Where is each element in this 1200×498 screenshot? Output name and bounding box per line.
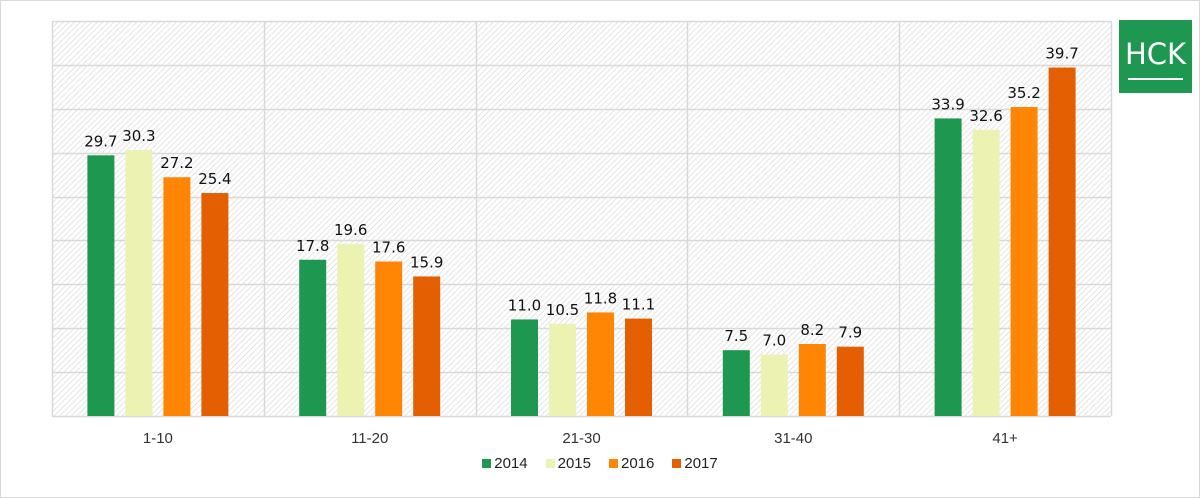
bar-2016-21-30	[587, 312, 614, 416]
x-tick-label: 11-20	[351, 430, 388, 447]
legend-item-2014: 2014	[482, 455, 528, 472]
x-tick-label: 41+	[992, 430, 1018, 447]
data-label: 17.8	[296, 237, 329, 255]
bar-2015-31-40	[760, 354, 788, 416]
data-label: 29.7	[84, 132, 117, 150]
data-label: 10.5	[546, 301, 579, 319]
data-label: 30.3	[122, 127, 155, 145]
x-tick-label: 1-10	[143, 430, 173, 447]
data-labels: 29.7 30.3 27.2 25.4 17.8 19.6 17.6 15.9 11.0 10.5…	[84, 45, 1079, 350]
logo-underline	[1128, 78, 1183, 80]
bar-2014-11-20	[299, 259, 327, 416]
data-label: 19.6	[334, 221, 367, 239]
bars	[87, 67, 1076, 417]
data-label: 11.0	[508, 296, 541, 314]
legend-label: 2015	[557, 455, 591, 472]
legend-swatch	[482, 459, 492, 468]
legend: 2014 2015 2016 2017	[0, 455, 1200, 472]
bar-2015-41+	[972, 129, 1000, 416]
legend-swatch	[672, 459, 682, 468]
data-label: 15.9	[410, 253, 443, 271]
data-label: 11.1	[622, 296, 655, 314]
data-label: 8.2	[800, 321, 824, 339]
legend-label: 2016	[621, 455, 655, 472]
data-label: 7.0	[762, 332, 786, 350]
plot-area	[52, 21, 1111, 416]
bar-2014-41+	[934, 118, 962, 416]
bar-2015-11-20	[337, 243, 365, 416]
bar-2016-1-10	[163, 177, 191, 416]
gridlines	[51, 20, 1113, 418]
data-label: 11.8	[584, 289, 617, 307]
data-label: 17.6	[372, 239, 405, 257]
bar-2017-31-40	[836, 346, 864, 416]
data-label: 27.2	[160, 154, 193, 172]
legend-item-2015: 2015	[545, 455, 591, 472]
data-label: 39.7	[1045, 45, 1078, 63]
legend-label: 2017	[684, 455, 718, 472]
data-label: 7.5	[724, 327, 748, 345]
hck-logo: HCK	[1119, 20, 1192, 93]
bar-2017-1-10	[201, 193, 229, 416]
data-label: 35.2	[1007, 84, 1040, 102]
bar-2016-11-20	[375, 261, 403, 416]
x-tick-label: 31-40	[774, 430, 812, 447]
bar-2017-41+	[1048, 67, 1076, 417]
legend-swatch	[609, 459, 618, 468]
bar-2014-21-30	[511, 319, 538, 416]
bar-2016-41+	[1010, 107, 1038, 417]
data-label: 32.6	[969, 107, 1002, 125]
data-label: 7.9	[838, 324, 862, 342]
bar-2014-1-10	[87, 155, 115, 417]
legend-label: 2014	[494, 455, 528, 472]
bar-2017-11-20	[413, 276, 441, 416]
bar-2014-31-40	[722, 350, 750, 416]
legend-swatch	[545, 459, 555, 468]
bar-2015-21-30	[549, 323, 576, 416]
logo-text: HCK	[1124, 37, 1187, 71]
x-tick-label: 21-30	[562, 430, 600, 447]
legend-item-2017: 2017	[672, 455, 718, 472]
data-label: 25.4	[198, 170, 231, 188]
bar-2016-31-40	[798, 344, 826, 416]
bar-2017-21-30	[625, 318, 652, 416]
data-label: 33.9	[931, 95, 964, 113]
x-tick-labels: 1-10 11-20 21-30 31-40 41+	[143, 430, 1018, 447]
legend-item-2016: 2016	[609, 455, 654, 472]
bar-2015-1-10	[125, 150, 153, 417]
